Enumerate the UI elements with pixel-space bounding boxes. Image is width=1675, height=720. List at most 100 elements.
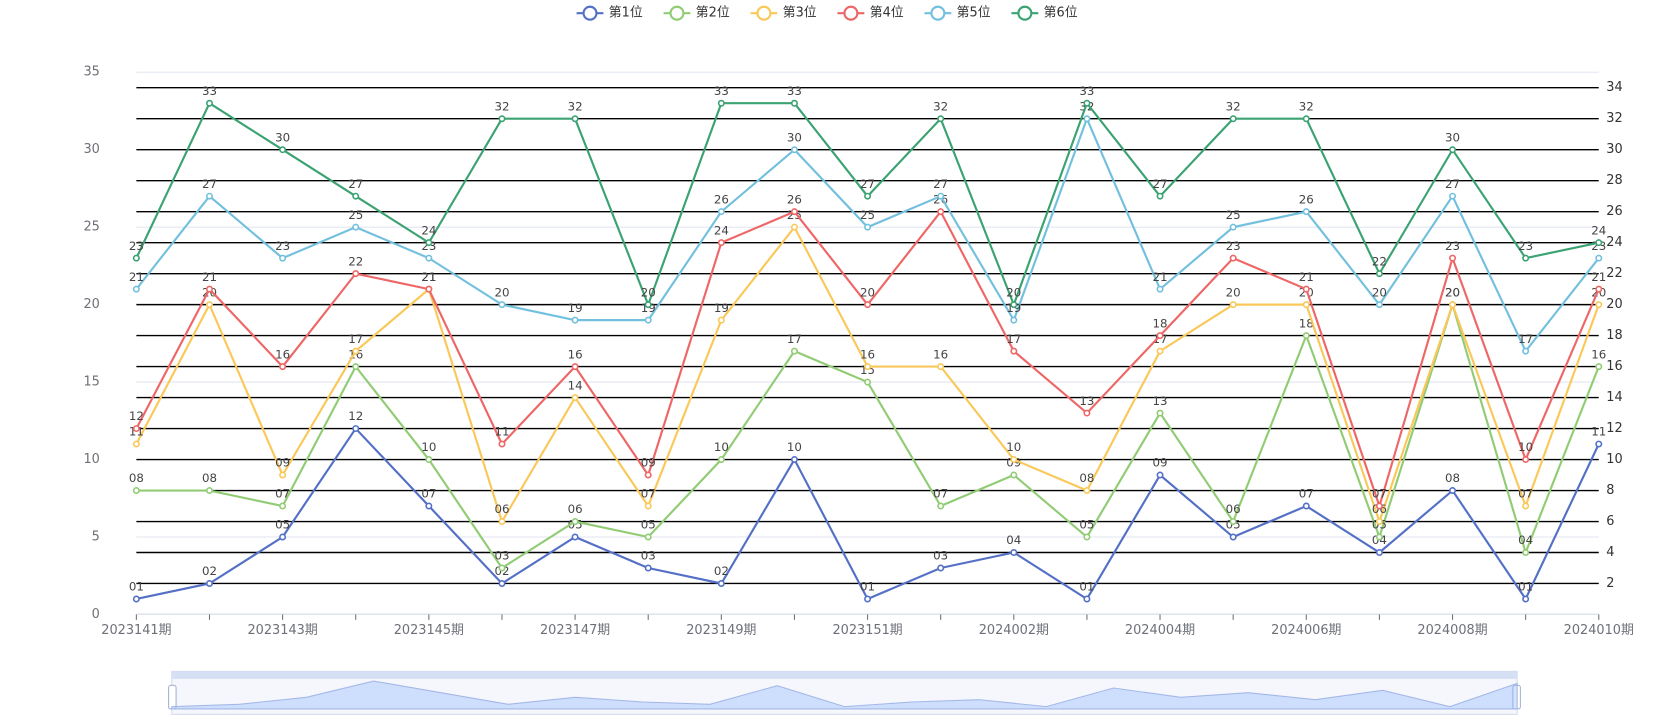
data-point bbox=[1010, 301, 1018, 309]
data-label: 27 bbox=[1445, 177, 1460, 191]
data-label: 07 bbox=[641, 487, 656, 501]
zoom-handle[interactable] bbox=[168, 684, 177, 710]
data-point bbox=[498, 579, 506, 587]
data-label: 33 bbox=[714, 84, 729, 98]
data-label: 21 bbox=[1153, 270, 1168, 284]
data-label: 27 bbox=[348, 177, 363, 191]
data-point bbox=[1156, 471, 1164, 479]
legend-item[interactable]: 第4位 bbox=[837, 5, 904, 21]
x-tick-label: 2024010期 bbox=[1564, 623, 1634, 638]
data-point bbox=[352, 425, 360, 433]
data-label: 14 bbox=[568, 378, 583, 392]
data-label: 04 bbox=[1006, 533, 1021, 547]
data-point bbox=[790, 347, 798, 355]
legend-item[interactable]: 第6位 bbox=[1011, 5, 1078, 21]
y2-tick-label: 10 bbox=[1606, 452, 1622, 467]
data-point bbox=[717, 456, 725, 464]
data-label: 10 bbox=[421, 440, 436, 454]
data-label: 27 bbox=[202, 177, 217, 191]
data-point bbox=[717, 316, 725, 324]
y2-tick-label: 6 bbox=[1606, 514, 1614, 529]
data-zoom[interactable] bbox=[168, 670, 1521, 715]
data-point bbox=[1083, 99, 1091, 107]
data-point bbox=[279, 146, 287, 154]
data-point bbox=[717, 579, 725, 587]
data-point bbox=[1010, 549, 1018, 556]
data-point bbox=[498, 301, 506, 309]
data-point bbox=[571, 115, 579, 123]
data-point bbox=[498, 115, 506, 123]
data-label: 09 bbox=[1153, 456, 1168, 470]
series: 2127232523201919263025271932212526202717… bbox=[129, 99, 1606, 355]
data-label: 32 bbox=[1226, 99, 1241, 113]
data-point bbox=[1229, 223, 1237, 231]
data-point bbox=[205, 192, 213, 200]
y2-tick-label: 20 bbox=[1606, 297, 1622, 312]
data-label: 25 bbox=[860, 208, 875, 222]
x-tick-label: 2023149期 bbox=[686, 623, 756, 638]
data-point bbox=[937, 564, 945, 572]
data-label: 06 bbox=[568, 502, 583, 516]
data-point bbox=[1229, 301, 1237, 309]
y-tick-label: 25 bbox=[83, 220, 99, 235]
data-label: 22 bbox=[1372, 254, 1387, 268]
data-point bbox=[1010, 316, 1018, 324]
y-tick-label: 15 bbox=[83, 375, 99, 390]
data-point bbox=[1449, 146, 1457, 154]
data-point bbox=[425, 239, 433, 247]
data-point bbox=[644, 533, 652, 541]
data-label: 10 bbox=[714, 440, 729, 454]
data-label: 27 bbox=[1153, 177, 1168, 191]
data-label: 04 bbox=[1518, 533, 1533, 547]
y2-tick-label: 28 bbox=[1606, 173, 1622, 188]
y2-tick-label: 2 bbox=[1606, 576, 1614, 591]
data-point bbox=[1302, 301, 1310, 309]
x-tick-label: 2023141期 bbox=[101, 623, 171, 638]
data-point bbox=[352, 363, 360, 371]
data-point bbox=[205, 99, 213, 107]
legend-label: 第6位 bbox=[1044, 6, 1078, 21]
data-label: 07 bbox=[275, 487, 290, 501]
data-label: 09 bbox=[641, 456, 656, 470]
data-point bbox=[279, 254, 287, 262]
x-tick-label: 2023143期 bbox=[247, 623, 317, 638]
legend-item[interactable]: 第1位 bbox=[576, 5, 643, 21]
data-point bbox=[279, 533, 287, 541]
data-label: 01 bbox=[860, 580, 875, 594]
x-tick-label: 2023151期 bbox=[832, 623, 902, 638]
legend-item[interactable]: 第5位 bbox=[924, 5, 991, 21]
y-tick-label: 0 bbox=[92, 607, 100, 622]
data-label: 24 bbox=[1591, 223, 1606, 237]
data-point bbox=[1156, 285, 1164, 293]
data-label: 18 bbox=[1299, 316, 1314, 330]
data-point bbox=[1010, 456, 1018, 464]
data-point bbox=[498, 440, 506, 448]
series: 11 20 09 17 21 06 14 07 19 25 16 16 10 08 17 20 20 06 20 07… bbox=[129, 208, 1606, 526]
data-point bbox=[1302, 332, 1310, 340]
data-point bbox=[1083, 409, 1091, 417]
data-point bbox=[644, 564, 652, 572]
data-point bbox=[644, 471, 652, 479]
data-label: 13 bbox=[1079, 394, 1094, 408]
legend-item[interactable]: 第2位 bbox=[663, 5, 730, 21]
data-label: 08 bbox=[129, 471, 144, 485]
data-label: 26 bbox=[714, 192, 729, 206]
series: 23 33 30 27 24 32 32 20 33 33 27 32 20 33 27 32 32 22 30 23… bbox=[129, 84, 1606, 309]
data-label: 25 bbox=[1226, 208, 1241, 222]
data-point bbox=[132, 440, 140, 448]
y2-tick-label: 14 bbox=[1606, 390, 1622, 405]
legend-item[interactable]: 第3位 bbox=[750, 5, 817, 21]
data-label: 08 bbox=[1079, 471, 1094, 485]
data-label: 17 bbox=[348, 332, 363, 346]
x-tick-label: 2024002期 bbox=[979, 623, 1049, 638]
legend-icon bbox=[669, 5, 685, 21]
data-label: 07 bbox=[421, 487, 436, 501]
data-label: 10 bbox=[1518, 440, 1533, 454]
data-point bbox=[864, 595, 872, 603]
data-point bbox=[1522, 456, 1530, 464]
data-point bbox=[644, 301, 652, 309]
data-point bbox=[864, 378, 872, 386]
data-point bbox=[1156, 409, 1164, 417]
data-label: 23 bbox=[1518, 239, 1533, 253]
data-label: 23 bbox=[275, 239, 290, 253]
